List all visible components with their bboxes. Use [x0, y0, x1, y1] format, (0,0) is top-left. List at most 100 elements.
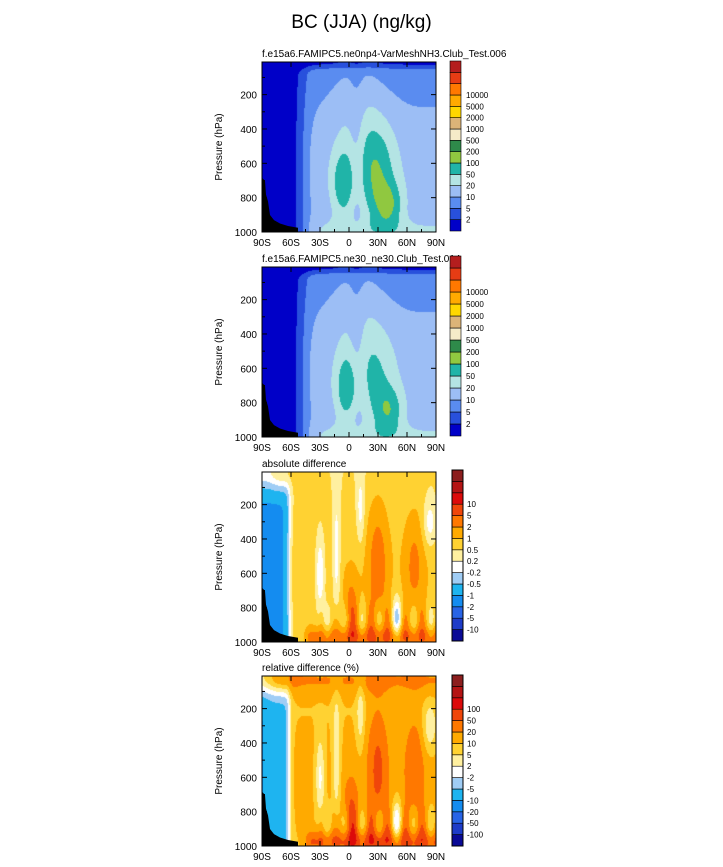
y-tick-label: 200	[240, 705, 257, 716]
colorbar-label: -10	[467, 796, 479, 805]
colorbar-box	[449, 94, 462, 107]
colorbar-label: 20	[467, 728, 476, 737]
colorbar-box	[449, 315, 462, 329]
colorbar-box	[449, 196, 462, 209]
x-tick-label: 60N	[398, 238, 416, 249]
colorbar-label: -10	[467, 626, 479, 635]
colorbar-box	[449, 117, 462, 130]
panel-1: 90S 60S 30S 0 30N 60N 90N 200 400 600 800 1000 Press…	[214, 49, 507, 249]
y-tick-label: 1000	[235, 228, 258, 239]
y-tick-label: 600	[240, 569, 257, 580]
colorbar-label: 50	[467, 717, 476, 726]
colorbar-label: 5000	[466, 300, 484, 309]
y-tick-label: 800	[240, 604, 257, 615]
y-axis-label: Pressure (hPa)	[214, 727, 225, 794]
colorbar-label: 20	[466, 182, 475, 191]
panel-title: f.e15a6.FAMIPC5.ne30_ne30.Club_Test.014	[262, 254, 461, 265]
panel-title: absolute difference	[262, 459, 347, 470]
colorbar-box	[449, 140, 462, 152]
colorbar-box	[451, 492, 464, 505]
x-tick-label: 0	[346, 852, 352, 863]
colorbar-box	[449, 363, 462, 377]
colorbar-label: 2000	[466, 114, 484, 123]
x-tick-label: 60N	[398, 852, 416, 863]
y-tick-label: 400	[240, 535, 257, 546]
x-tick-label: 90N	[427, 443, 445, 454]
colorbar-label: 20	[466, 384, 475, 393]
x-tick-label: 30N	[369, 443, 387, 454]
colorbar-box	[451, 583, 464, 596]
y-tick-label: 1000	[235, 638, 258, 649]
colorbar-label: 5	[466, 204, 471, 213]
figure-title: BC (JJA) (ng/kg)	[291, 12, 432, 33]
colorbar-box	[451, 617, 464, 630]
heatmap-field	[262, 676, 436, 846]
colorbar-box	[449, 411, 462, 425]
x-tick-label: 90N	[427, 238, 445, 249]
colorbar-box	[451, 503, 464, 516]
colorbar-box	[451, 515, 464, 528]
colorbar-box	[449, 162, 462, 175]
y-tick-label: 400	[240, 330, 257, 341]
y-tick-label: 1000	[235, 842, 258, 853]
panel-4: 90S 60S 30S 0 30N 60N 90N 200 400 600 800 1000 Press…	[214, 663, 484, 863]
y-tick-label: 200	[240, 91, 257, 102]
panel-3: 90S 60S 30S 0 30N 60N 90N 200 400 600 800 1000 Press…	[214, 459, 481, 659]
colorbar-label: -50	[467, 819, 479, 828]
colorbar-label: -5	[467, 785, 475, 794]
y-tick-label: 400	[240, 125, 257, 136]
x-tick-label: 60S	[282, 443, 300, 454]
colorbar-label: 100	[466, 360, 480, 369]
colorbar-label: 1	[467, 534, 472, 543]
colorbar-box	[451, 720, 464, 733]
colorbar-box	[451, 686, 464, 699]
y-tick-label: 400	[240, 739, 257, 750]
colorbar-label: 5	[467, 751, 472, 760]
colorbar-box	[451, 811, 464, 824]
colorbar-label: 2	[466, 216, 471, 225]
colorbar-box	[451, 606, 464, 619]
colorbar-box	[449, 327, 462, 341]
heatmap-field	[262, 62, 436, 232]
colorbar-box	[451, 595, 464, 608]
colorbar-box	[451, 629, 464, 642]
colorbar-box	[451, 674, 464, 687]
x-tick-label: 30S	[311, 852, 329, 863]
x-tick-label: 30N	[369, 648, 387, 659]
colorbar-label: 5	[466, 408, 471, 417]
y-tick-label: 200	[240, 296, 257, 307]
colorbar-box	[451, 572, 464, 585]
y-tick-label: 200	[240, 501, 257, 512]
y-axis-label: Pressure (hPa)	[214, 318, 225, 385]
colorbar-box	[449, 185, 462, 198]
colorbar-box	[449, 72, 462, 84]
colorbar-box	[449, 151, 462, 164]
colorbar-label: 2000	[466, 312, 484, 321]
y-axis-label: Pressure (hPa)	[214, 113, 225, 180]
y-tick-label: 600	[240, 364, 257, 375]
colorbar-box	[449, 208, 462, 220]
y-tick-label: 800	[240, 808, 257, 819]
colorbar-box	[449, 387, 462, 401]
colorbar-box	[449, 219, 462, 232]
colorbar-box	[451, 708, 464, 721]
y-tick-label: 600	[240, 773, 257, 784]
colorbar-box	[449, 174, 462, 186]
colorbar-label: -2	[467, 774, 475, 783]
colorbar-box	[451, 800, 464, 813]
colorbar-box	[451, 526, 464, 539]
colorbar-label: -100	[467, 831, 484, 840]
colorbar-box	[449, 83, 462, 96]
colorbar-label: 5000	[466, 102, 484, 111]
colorbar-box	[451, 754, 464, 767]
colorbar-label: 500	[466, 336, 480, 345]
x-tick-label: 60N	[398, 648, 416, 659]
x-tick-label: 60S	[282, 648, 300, 659]
colorbar-label: 500	[466, 136, 480, 145]
colorbar-label: 10000	[466, 288, 489, 297]
topography-mask	[262, 382, 298, 437]
panel-2: 90S 60S 30S 0 30N 60N 90N 200 400 600 800 1000 Press…	[214, 254, 489, 454]
panel-title: f.e15a6.FAMIPC5.ne0np4-VarMeshNH3.Club_T…	[262, 49, 507, 60]
colorbar-box	[451, 469, 464, 482]
heatmap-field	[262, 267, 436, 437]
